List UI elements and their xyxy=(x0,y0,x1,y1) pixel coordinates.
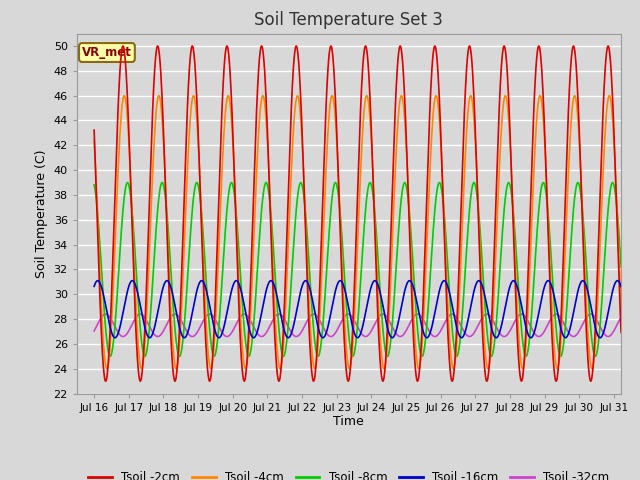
Y-axis label: Soil Temperature (C): Soil Temperature (C) xyxy=(35,149,48,278)
Text: VR_met: VR_met xyxy=(82,46,132,59)
Title: Soil Temperature Set 3: Soil Temperature Set 3 xyxy=(254,11,444,29)
X-axis label: Time: Time xyxy=(333,415,364,429)
Legend: Tsoil -2cm, Tsoil -4cm, Tsoil -8cm, Tsoil -16cm, Tsoil -32cm: Tsoil -2cm, Tsoil -4cm, Tsoil -8cm, Tsoi… xyxy=(84,466,614,480)
